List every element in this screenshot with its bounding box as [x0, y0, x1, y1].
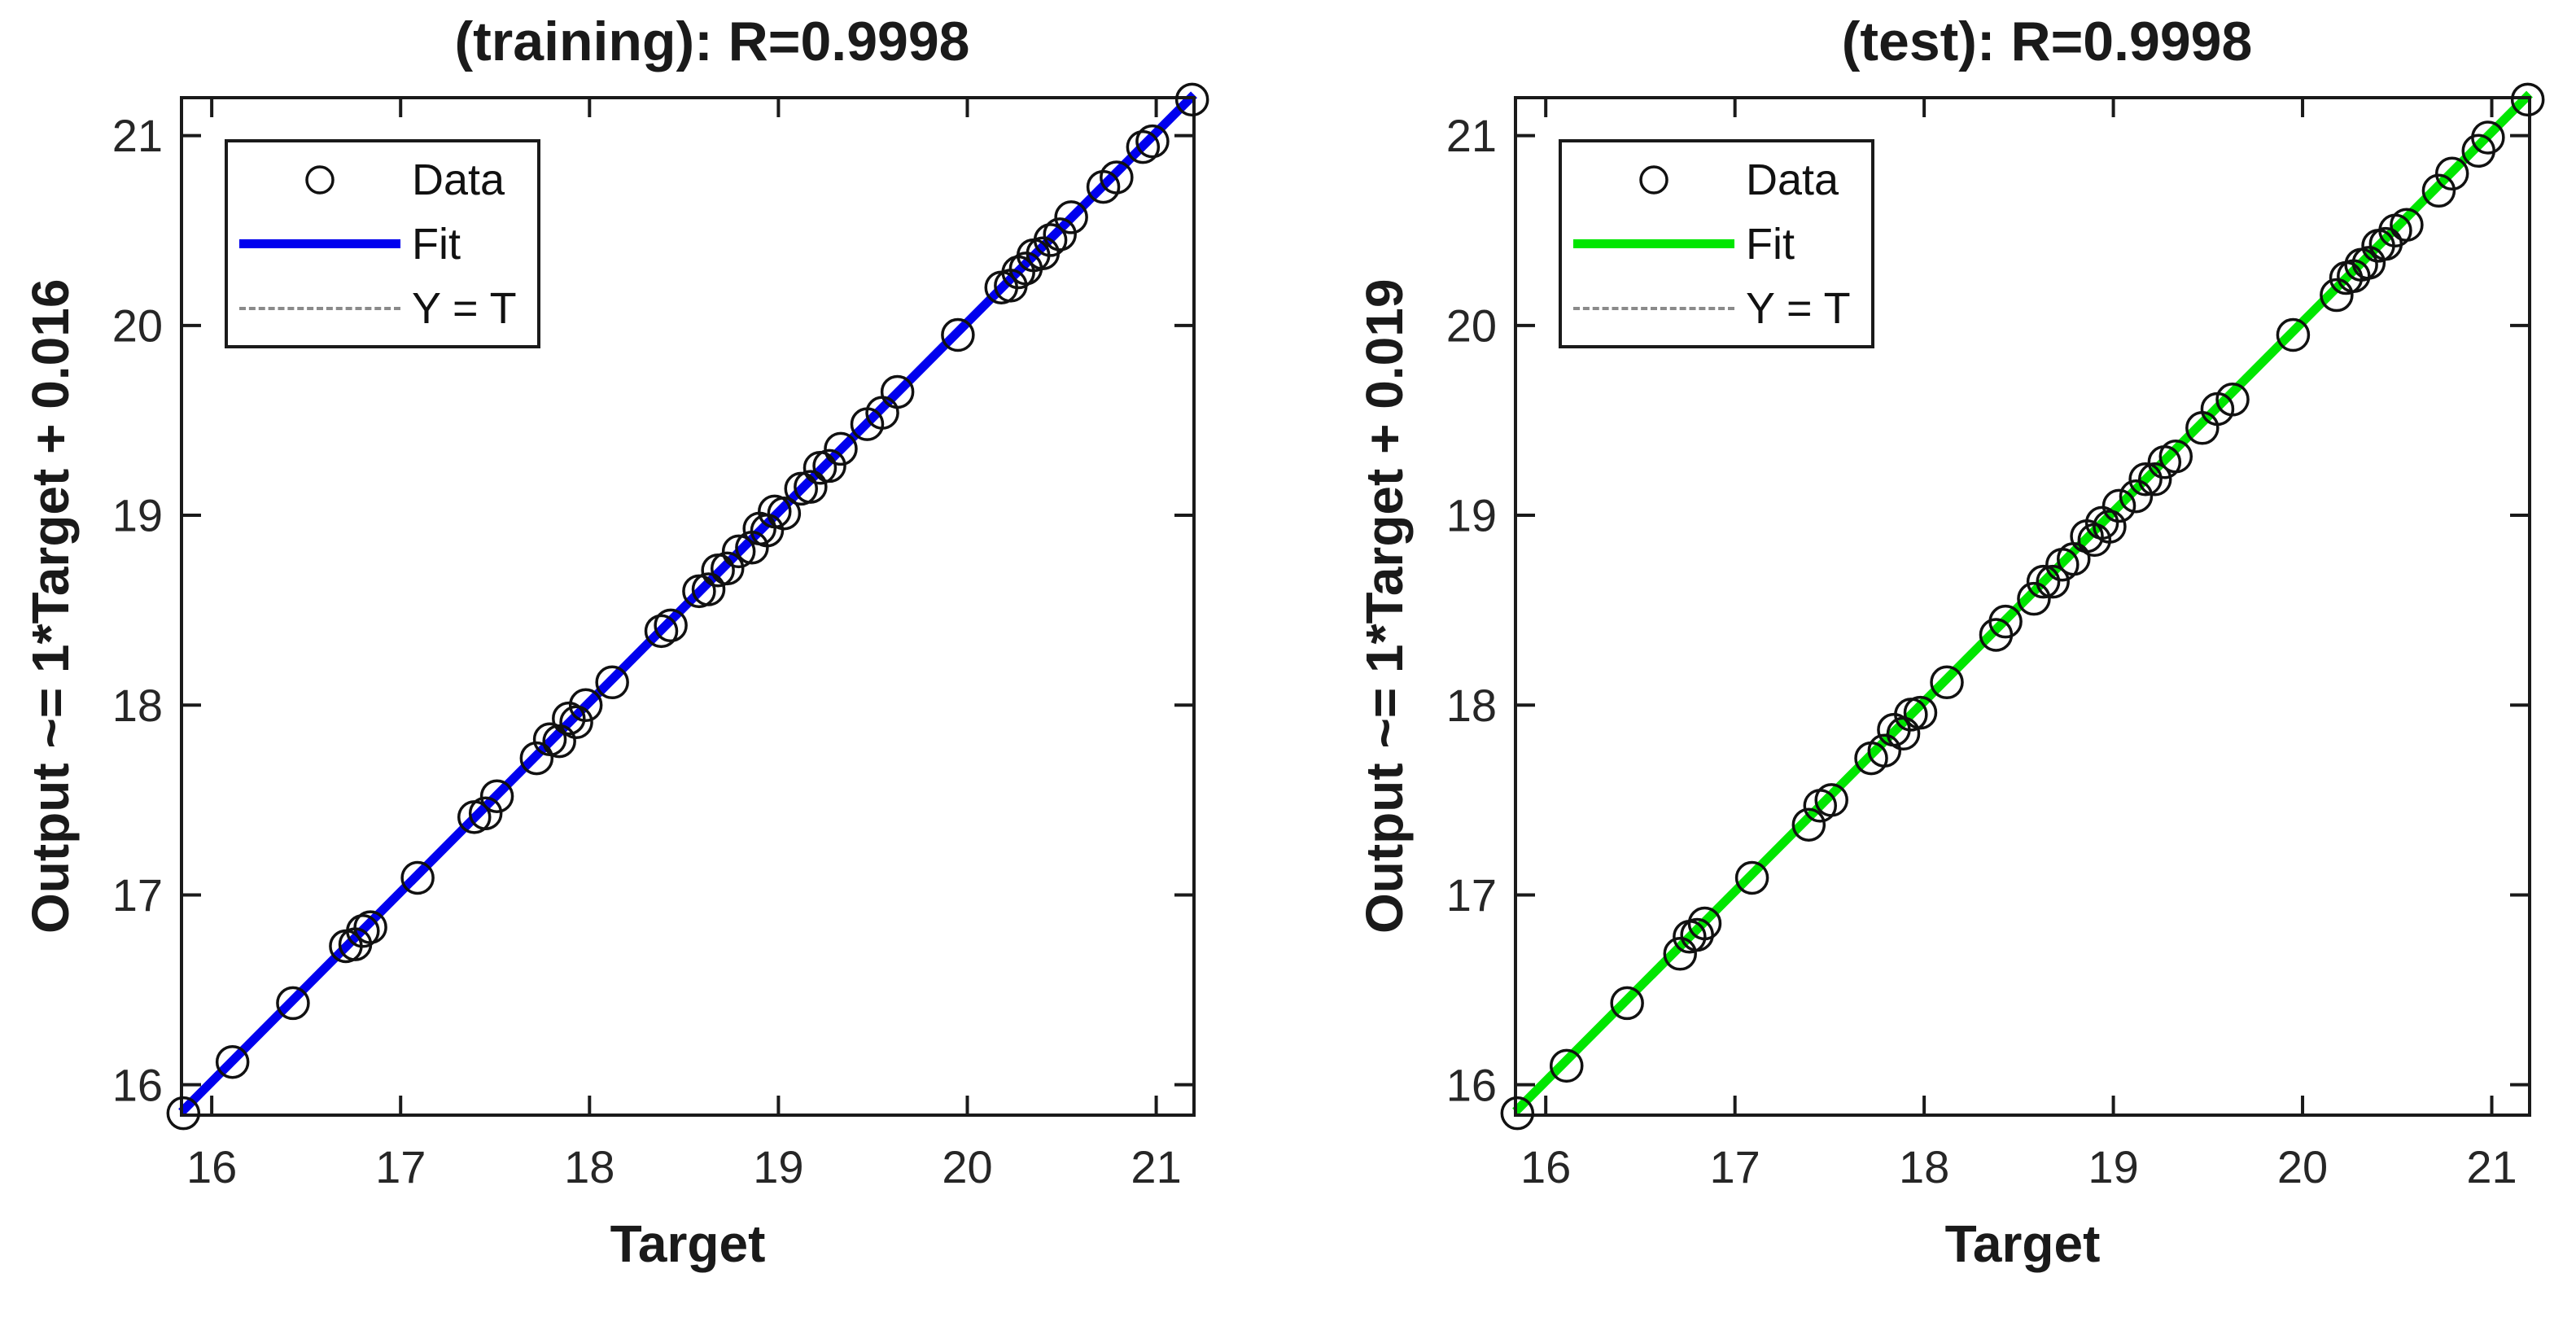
training-y-axis-label: Output ~= 1*Target + 0.016 [21, 278, 80, 934]
legend-row-identity: Y = T [228, 277, 537, 340]
svg-text:20: 20 [2277, 1141, 2328, 1192]
svg-text:16: 16 [112, 1059, 163, 1110]
svg-text:19: 19 [2088, 1141, 2138, 1192]
svg-text:16: 16 [1520, 1141, 1571, 1192]
svg-text:21: 21 [1131, 1141, 1181, 1192]
svg-text:20: 20 [942, 1141, 992, 1192]
legend-label-identity: Y = T [1746, 283, 1851, 333]
svg-text:19: 19 [1446, 490, 1497, 541]
data-marker-icon [228, 162, 412, 198]
training-plot-canvas: 16 17 18 19 20 21 16 17 18 19 20 21 [112, 82, 1209, 1192]
training-x-axis-label: Target [610, 1214, 766, 1273]
legend-row-data: Data [228, 148, 537, 212]
svg-text:17: 17 [1446, 869, 1497, 921]
legend-row-identity: Y = T [1562, 277, 1871, 340]
test-plot-canvas: 16 17 18 19 20 21 16 17 18 19 20 21 [1446, 82, 2545, 1192]
svg-text:17: 17 [375, 1141, 426, 1192]
svg-text:21: 21 [2466, 1141, 2517, 1192]
legend-row-fit: Fit [228, 212, 537, 276]
test-y-axis-label: Output ~= 1*Target + 0.019 [1355, 278, 1414, 934]
identity-line-icon [228, 306, 412, 310]
test-plot-title: (test): R=0.9998 [1841, 11, 2253, 72]
fit-line-icon [1562, 239, 1746, 248]
legend-label-fit: Fit [412, 219, 461, 269]
legend-label-identity: Y = T [412, 283, 517, 333]
svg-text:19: 19 [753, 1141, 803, 1192]
legend-row-data: Data [1562, 148, 1871, 212]
fit-line-icon [228, 239, 412, 248]
identity-line-icon [1562, 306, 1746, 310]
legend-label-fit: Fit [1746, 219, 1795, 269]
svg-text:18: 18 [112, 680, 163, 731]
svg-text:17: 17 [112, 869, 163, 921]
data-marker-icon [1562, 162, 1746, 198]
svg-text:18: 18 [564, 1141, 614, 1192]
test-x-axis-label: Target [1944, 1214, 2101, 1273]
svg-text:21: 21 [112, 110, 163, 161]
legend-row-fit: Fit [1562, 212, 1871, 276]
svg-text:20: 20 [1446, 300, 1497, 351]
svg-text:21: 21 [1446, 110, 1497, 161]
svg-text:20: 20 [112, 300, 163, 351]
svg-text:19: 19 [112, 490, 163, 541]
svg-text:17: 17 [1710, 1141, 1760, 1192]
test-legend: Data Fit Y = T [1559, 139, 1874, 348]
svg-text:16: 16 [1446, 1059, 1497, 1110]
training-legend: Data Fit Y = T [225, 139, 540, 348]
svg-text:18: 18 [1899, 1141, 1949, 1192]
legend-label-data: Data [1746, 155, 1839, 204]
training-plot-title: (training): R=0.9998 [454, 11, 970, 72]
legend-label-data: Data [412, 155, 505, 204]
svg-text:16: 16 [186, 1141, 237, 1192]
svg-text:18: 18 [1446, 680, 1497, 731]
